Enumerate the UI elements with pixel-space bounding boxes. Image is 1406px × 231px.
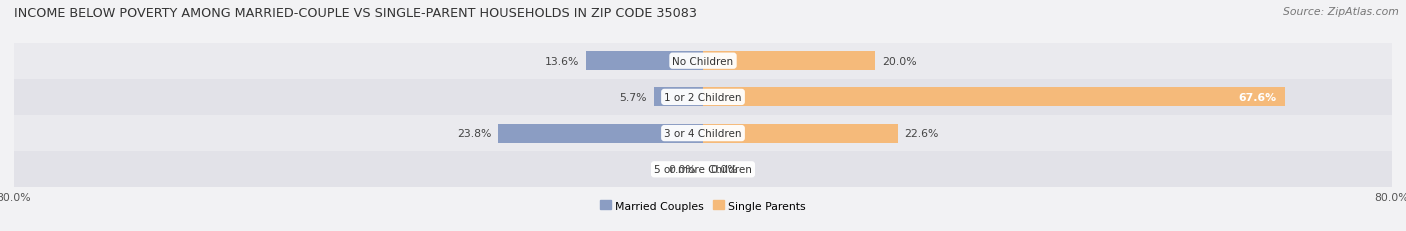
Bar [498,124,703,143]
Bar [14,43,1392,79]
Bar [586,52,703,71]
Text: 22.6%: 22.6% [904,128,939,139]
Text: 23.8%: 23.8% [457,128,491,139]
Text: 1 or 2 Children: 1 or 2 Children [664,92,742,103]
Bar [703,124,897,143]
Text: 67.6%: 67.6% [1239,92,1277,103]
Text: 5 or more Children: 5 or more Children [654,165,752,175]
Text: 0.0%: 0.0% [710,165,738,175]
Text: 20.0%: 20.0% [882,56,917,66]
Text: Source: ZipAtlas.com: Source: ZipAtlas.com [1284,7,1399,17]
Text: No Children: No Children [672,56,734,66]
Bar [703,88,1285,107]
Bar [654,88,703,107]
Bar [14,79,1392,116]
Text: INCOME BELOW POVERTY AMONG MARRIED-COUPLE VS SINGLE-PARENT HOUSEHOLDS IN ZIP COD: INCOME BELOW POVERTY AMONG MARRIED-COUPL… [14,7,697,20]
Text: 13.6%: 13.6% [544,56,579,66]
Text: 5.7%: 5.7% [620,92,647,103]
Text: 3 or 4 Children: 3 or 4 Children [664,128,742,139]
Legend: Married Couples, Single Parents: Married Couples, Single Parents [600,201,806,211]
Bar [703,52,875,71]
Bar [14,152,1392,188]
Bar [14,116,1392,152]
Text: 0.0%: 0.0% [668,165,696,175]
